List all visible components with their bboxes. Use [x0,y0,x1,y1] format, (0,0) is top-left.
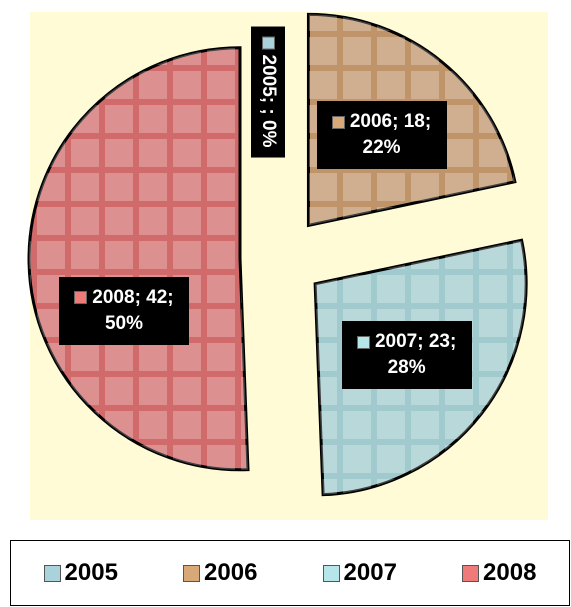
label-swatch [261,36,275,50]
legend: 2005 2006 2007 2008 [10,540,570,606]
data-label: 2008; 42; 50% [58,276,189,345]
label-text: 2006; 18; 22% [349,111,432,159]
data-label: 2005; ; 0% [251,26,285,158]
legend-item: 2008 [462,559,536,587]
label-text: 2005; ; 0% [258,54,279,148]
legend-swatch [43,565,61,583]
data-label: 2006; 18; 22% [316,101,447,170]
legend-label: 2007 [343,559,397,586]
legend-item: 2007 [322,559,397,587]
legend-item: 2005 [43,559,118,587]
label-swatch [356,335,370,349]
legend-swatch [322,565,340,583]
label-text: 2008; 42; 50% [92,286,174,334]
legend-swatch [183,565,201,583]
legend-label: 2006 [204,559,258,586]
legend-label: 2008 [483,559,537,586]
label-swatch [74,291,88,305]
label-text: 2007; 23; 28% [374,331,457,379]
plot [27,12,548,520]
slice-texture [29,47,248,470]
legend-label: 2005 [64,559,118,586]
label-swatch [331,115,345,129]
legend-swatch [462,565,480,583]
data-label: 2007; 23; 28% [341,321,472,390]
legend-item: 2006 [183,559,257,587]
